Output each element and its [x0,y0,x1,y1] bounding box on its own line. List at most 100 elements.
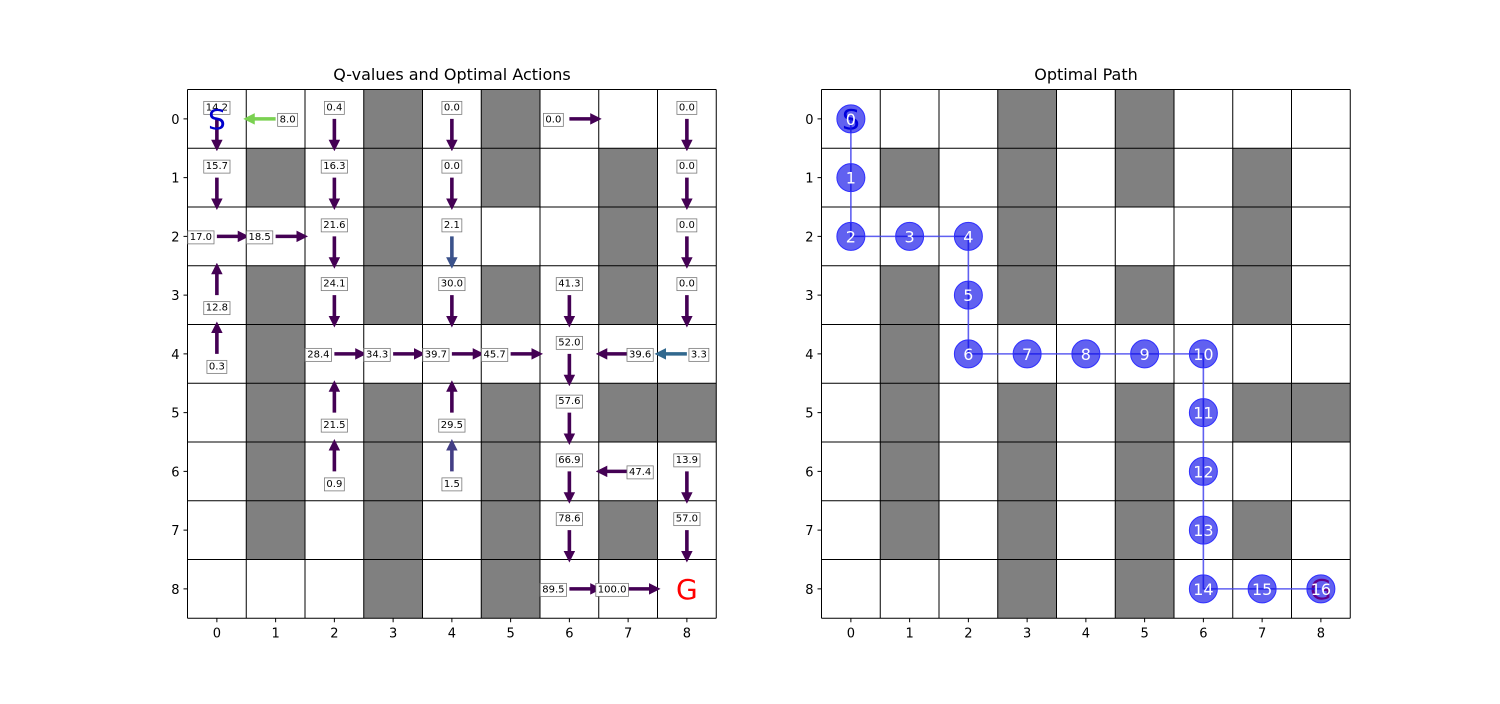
path-y-tick-label: 7 [805,524,813,539]
q-value-label: 21.6 [323,220,345,231]
path-step-label: 5 [963,286,973,305]
q-value-label: 3.3 [691,349,707,360]
q-value-label: 13.9 [676,455,698,466]
q-value-label-box [688,347,710,362]
path-obstacle-cell [880,324,939,384]
path-y-tick-label: 1 [805,172,813,187]
path-step-marker [836,163,866,193]
q-obstacle-cell [363,148,423,207]
q-value-label: 18.5 [248,232,270,243]
q-value-label-box [626,465,654,480]
q-value-label-box [203,100,231,115]
q-value-label-box [673,453,701,468]
path-step-label: 16 [1311,580,1331,599]
q-value-label-box [363,347,391,362]
q-y-tick-label: 7 [171,524,179,539]
q-value-label-box [187,230,215,245]
q-value-label: 52.0 [558,337,580,348]
q-obstacle-cell [246,383,305,442]
path-obstacle-cell [997,500,1057,560]
q-y-tick-label: 8 [171,583,179,598]
q-value-label: 12.8 [206,303,228,314]
q-obstacle-cell [363,500,423,560]
q-value-label: 57.6 [558,396,580,407]
path-step-marker [1188,398,1218,428]
q-obstacle-cell [598,500,658,560]
path-step-marker [1306,574,1336,604]
q-value-label-box [320,218,348,233]
path-obstacle-cell [997,148,1057,207]
path-step-marker [836,221,866,251]
q-value-label: 47.4 [629,467,651,478]
path-obstacle-cell [1115,442,1174,501]
q-value-label-box [206,359,228,374]
q-obstacle-cell [363,265,423,325]
path-y-tick-label: 8 [805,583,813,598]
q-value-label: 0.9 [326,479,342,490]
q-obstacle-cell [481,148,540,207]
q-value-label: 0.0 [679,102,695,113]
q-value-label: 2.1 [444,220,460,231]
q-value-label: 41.3 [558,279,580,290]
q-value-label: 0.3 [209,361,225,372]
q-value-label: 30.0 [441,279,463,290]
q-y-tick-label: 6 [171,465,179,480]
path-x-tick-label: 0 [847,626,855,641]
path-step-marker [953,221,983,251]
path-step-marker [1188,515,1218,545]
path-obstacle-cell [1115,559,1174,619]
q-value-label-box [555,512,583,527]
path-obstacle-cell [1115,89,1174,149]
q-value-label-box [673,512,701,527]
path-obstacle-cell [997,383,1057,442]
q-obstacle-cell [363,207,423,266]
q-value-label-box [320,418,348,433]
path-x-tick-label: 3 [1023,626,1031,641]
path-obstacle-cell [880,148,939,207]
path-step-marker [953,280,983,310]
path-x-tick-label: 4 [1082,626,1090,641]
path-step-marker [953,339,983,369]
q-value-label-box [676,277,698,292]
q-obstacle-cell [481,559,540,619]
path-obstacle-cell [880,265,939,325]
q-value-label-box [438,277,466,292]
path-x-tick-label: 5 [1140,626,1148,641]
path-step-label: 14 [1193,580,1213,599]
q-value-label: 89.5 [542,584,564,595]
q-obstacle-cell [598,148,658,207]
q-value-label: 15.7 [206,161,228,172]
q-value-label: 21.5 [323,420,345,431]
q-x-tick-label: 5 [506,626,514,641]
q-x-tick-label: 3 [389,626,397,641]
q-value-label-box [555,335,583,350]
path-x-tick-label: 7 [1258,626,1266,641]
path-step-label: 6 [963,345,973,364]
path-step-marker [1012,339,1042,369]
q-obstacle-cell [481,265,540,325]
q-start-marker: S [208,103,226,136]
q-value-label-box [539,582,567,597]
path-step-marker [836,104,866,134]
path-obstacle-cell [1232,207,1292,266]
q-obstacle-cell [246,442,305,501]
path-x-tick-label: 8 [1317,626,1325,641]
path-step-label: 15 [1252,580,1272,599]
path-step-label: 7 [1022,345,1032,364]
path-y-tick-label: 5 [805,407,813,422]
q-value-label-box [543,112,564,127]
q-value-label: 45.7 [483,349,505,360]
q-x-tick-label: 6 [565,626,573,641]
path-step-label: 13 [1193,521,1213,540]
path-obstacle-cell [1232,265,1292,325]
q-goal-marker: G [676,573,698,606]
path-step-label: 4 [963,227,973,246]
q-value-label: 0.0 [545,114,561,125]
path-y-tick-label: 0 [805,113,813,128]
q-value-label-box [203,159,231,174]
path-step-label: 12 [1193,462,1213,481]
q-value-label: 1.5 [444,479,460,490]
q-value-label: 0.0 [679,220,695,231]
q-value-label: 34.3 [366,349,388,360]
path-step-marker [1071,339,1101,369]
